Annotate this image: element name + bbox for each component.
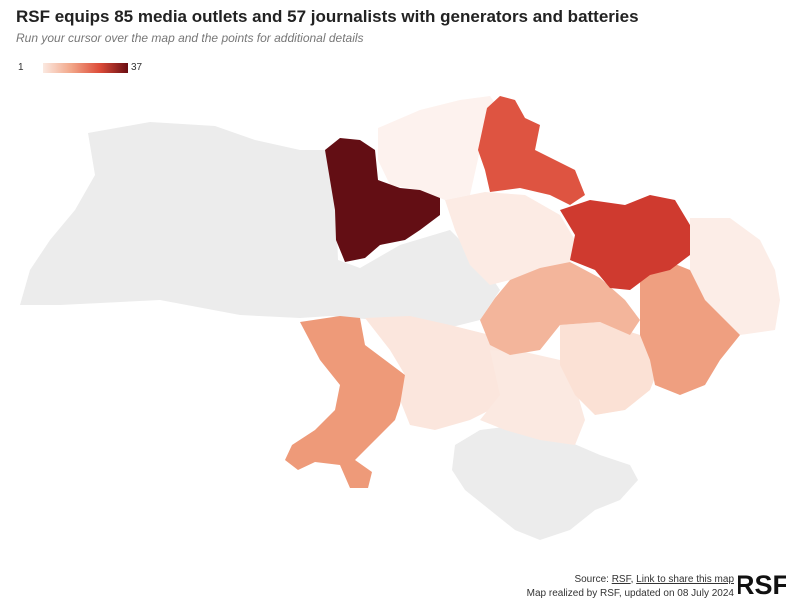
map-footer: Source: RSF, Link to share this map Map … bbox=[527, 573, 734, 601]
region-southwest-mid[interactable] bbox=[285, 316, 405, 488]
region-kharkiv-high[interactable] bbox=[560, 195, 690, 290]
color-legend: 1 37 bbox=[16, 62, 142, 76]
map-subtitle: Run your cursor over the map and the poi… bbox=[16, 31, 364, 45]
source-line: Source: RSF, Link to share this map bbox=[527, 573, 734, 587]
region-northeast-high[interactable] bbox=[478, 96, 585, 205]
region-crimea-nodata[interactable] bbox=[452, 425, 638, 540]
rsf-logo: RSF bbox=[738, 570, 786, 600]
region-center-low[interactable] bbox=[365, 316, 520, 430]
region-north-low[interactable] bbox=[378, 96, 500, 200]
legend-min-label: 1 bbox=[18, 62, 24, 73]
region-center-north-low[interactable] bbox=[445, 192, 575, 285]
region-southeast-low[interactable] bbox=[560, 322, 660, 415]
source-separator: , bbox=[630, 574, 637, 585]
region-center-east-mid[interactable] bbox=[480, 262, 640, 355]
region-south-center-low[interactable] bbox=[480, 350, 585, 445]
source-link[interactable]: RSF bbox=[611, 574, 631, 585]
region-west-north-nodata[interactable] bbox=[20, 122, 500, 330]
source-label: Source: bbox=[574, 574, 609, 585]
region-east-mid[interactable] bbox=[640, 262, 740, 395]
share-link[interactable]: Link to share this map bbox=[636, 574, 734, 585]
rsf-logo-text: RSF bbox=[738, 570, 786, 600]
credit-line: Map realized by RSF, updated on 08 July … bbox=[526, 588, 734, 599]
region-kyiv-max[interactable] bbox=[325, 138, 440, 262]
map-title: RSF equips 85 media outlets and 57 journ… bbox=[16, 7, 639, 26]
region-east-low[interactable] bbox=[690, 218, 780, 335]
legend-max-label: 37 bbox=[131, 62, 143, 73]
legend-gradient-bar bbox=[43, 63, 128, 73]
